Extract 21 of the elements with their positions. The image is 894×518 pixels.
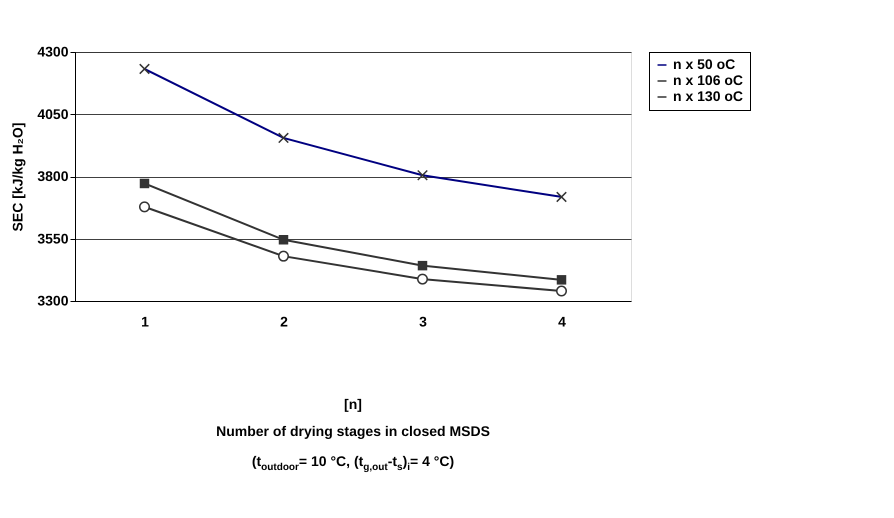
point: [139, 201, 150, 212]
y-tick-label: 3300: [37, 292, 69, 308]
y-tick-label: 3800: [37, 168, 69, 184]
legend-label: n x 106 oC: [673, 72, 744, 88]
x-tick-label: 2: [280, 314, 288, 330]
y-axis-title: SEC [kJ/kg H₂O]: [9, 122, 26, 232]
y-tick-label: 4300: [37, 44, 69, 60]
x-tick-label: 1: [141, 314, 150, 330]
legend-label: n x 130 oC: [673, 88, 744, 104]
legend-label: n x 50 oC: [673, 56, 736, 72]
point: [556, 275, 566, 285]
y-tick-label: 3550: [37, 230, 69, 246]
point: [140, 178, 150, 188]
point: [417, 274, 428, 285]
point: [556, 286, 567, 297]
y-tick-label: 4050: [37, 106, 69, 122]
x-tick-label: 4: [558, 314, 566, 330]
point: [278, 235, 288, 244]
x-tick-label: 3: [419, 314, 428, 330]
point: [418, 260, 428, 270]
point: [278, 250, 289, 262]
